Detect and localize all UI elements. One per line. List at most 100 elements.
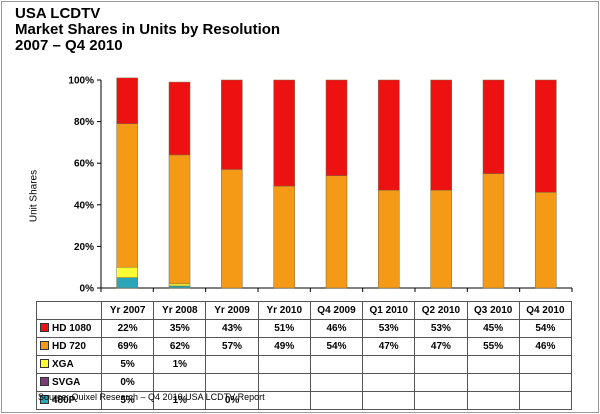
bar-hd-1080-yr-2007 (116, 77, 138, 124)
bar-hd-720-q1-2010 (378, 189, 400, 289)
data-table: Yr 2007 Yr 2008 Yr 2009 Yr 2010 Q4 2009 Q1 20… (36, 301, 573, 410)
title-line-1: USA LCDTV (15, 5, 101, 22)
bar-hd-720-q2-2010 (430, 189, 452, 289)
y-tick-label: 60% (74, 159, 94, 170)
data-label (309, 355, 364, 374)
data-label: 1% (153, 355, 207, 374)
legend-label: XGA (52, 359, 74, 370)
table-row: 480P 5% 1% 0% (36, 391, 573, 410)
bar-480p-yr-2007 (116, 277, 138, 289)
bar-hd-1080-yr-2009 (221, 79, 243, 170)
bar-hd-1080-yr-2010 (273, 79, 295, 187)
data-label: 49% (257, 337, 311, 356)
data-label (414, 373, 468, 392)
bar-hd-720-yr-2008 (168, 154, 191, 285)
chart-title: USA LCDTV Market Shares in Units by Reso… (15, 6, 280, 54)
data-label (518, 373, 573, 392)
data-label: 45% (466, 319, 520, 338)
data-label (257, 355, 311, 374)
data-label: 47% (414, 337, 468, 356)
data-label (518, 355, 573, 374)
legend-label: HD 720 (52, 341, 86, 352)
bar-hd-1080-yr-2008 (168, 81, 191, 156)
data-label: 43% (205, 319, 259, 338)
x-tick-label: Yr 2009 (205, 301, 259, 320)
data-label (466, 391, 520, 410)
data-label: 51% (257, 319, 311, 338)
bar-hd-1080-q2-2010 (430, 79, 452, 191)
data-label: 57% (205, 337, 259, 356)
data-label: 54% (309, 337, 364, 356)
bar-hd-1080-q4-2009 (325, 79, 348, 176)
data-label: 1% (153, 391, 207, 410)
y-tick-label: 100% (68, 76, 94, 87)
y-tick-label: 80% (74, 117, 94, 128)
title-line-3: 2007 – Q4 2010 (15, 37, 123, 54)
x-tick-label: Q4 2010 (518, 301, 573, 320)
data-label: 46% (309, 319, 364, 338)
bar-hd-720-q3-2010 (482, 173, 505, 289)
legend-label: 480P (52, 395, 76, 406)
y-tick-label: 40% (74, 200, 94, 211)
data-label: 53% (362, 319, 416, 338)
bar-hd-1080-q3-2010 (482, 79, 505, 174)
bar-xga-yr-2008 (168, 283, 191, 287)
bar-hd-720-q4-2010 (535, 192, 557, 289)
legend-swatch (40, 340, 49, 350)
bar-hd-720-yr-2009 (221, 169, 243, 289)
data-label (257, 373, 311, 392)
x-tick-label: Q4 2009 (309, 301, 364, 320)
data-label (414, 355, 468, 374)
table-header-row: Yr 2007 Yr 2008 Yr 2009 Yr 2010 Q4 2009 Q1 20… (36, 301, 573, 320)
data-label: 46% (518, 337, 573, 356)
data-label (309, 391, 364, 410)
table-row: SVGA 0% (36, 373, 573, 392)
bar-hd-720-q4-2009 (325, 175, 348, 289)
legend-row-header: HD 1080 (36, 319, 102, 338)
data-label (362, 355, 416, 374)
data-label (466, 355, 520, 374)
legend-row-header: 480P (36, 391, 102, 410)
data-label: 62% (153, 337, 207, 356)
legend-swatch (40, 376, 49, 386)
data-label: 0% (100, 373, 155, 392)
data-label (362, 373, 416, 392)
bar-hd-720-yr-2007 (116, 123, 138, 268)
x-tick-label: Yr 2007 (100, 301, 155, 320)
data-label (518, 391, 573, 410)
data-label (205, 373, 259, 392)
title-line-2: Market Shares in Units by Resolution (15, 21, 281, 38)
data-label (362, 391, 416, 410)
data-label: 53% (414, 319, 468, 338)
data-label: 55% (466, 337, 520, 356)
x-tick-label: Q3 2010 (466, 301, 520, 320)
table-row: XGA 5% 1% (36, 355, 573, 374)
data-label: 69% (100, 337, 155, 356)
x-tick-label: Q2 2010 (414, 301, 468, 320)
bar-480p-yr-2008 (168, 285, 191, 289)
data-label: 5% (100, 355, 155, 374)
legend-label: SVGA (52, 377, 81, 388)
data-label: 22% (100, 319, 155, 338)
bar-hd-1080-q1-2010 (378, 79, 400, 191)
x-tick-label: Q1 2010 (362, 301, 416, 320)
data-label (205, 355, 259, 374)
data-label (466, 373, 520, 392)
bar-xga-yr-2007 (116, 266, 138, 278)
x-tick-label: Yr 2008 (153, 301, 207, 320)
data-label (309, 373, 364, 392)
data-label: 47% (362, 337, 416, 356)
legend-swatch (40, 322, 49, 332)
source-note: Source: Quixel Research – Q4 2010 USA LC… (38, 392, 265, 402)
table-corner-cell (36, 301, 102, 320)
y-tick-label: 20% (74, 242, 94, 253)
data-label (153, 373, 207, 392)
legend-row-header: XGA (36, 355, 102, 374)
legend-swatch (40, 358, 49, 368)
table-row: HD 1080 22% 35% 43% 51% 46% 53% 53% 45% 54% (36, 319, 573, 338)
legend-row-header: SVGA (36, 373, 102, 392)
bar-hd-1080-q4-2010 (535, 79, 557, 193)
legend-swatch (40, 394, 49, 404)
table-row: HD 720 69% 62% 57% 49% 54% 47% 47% 55% 46% (36, 337, 573, 356)
